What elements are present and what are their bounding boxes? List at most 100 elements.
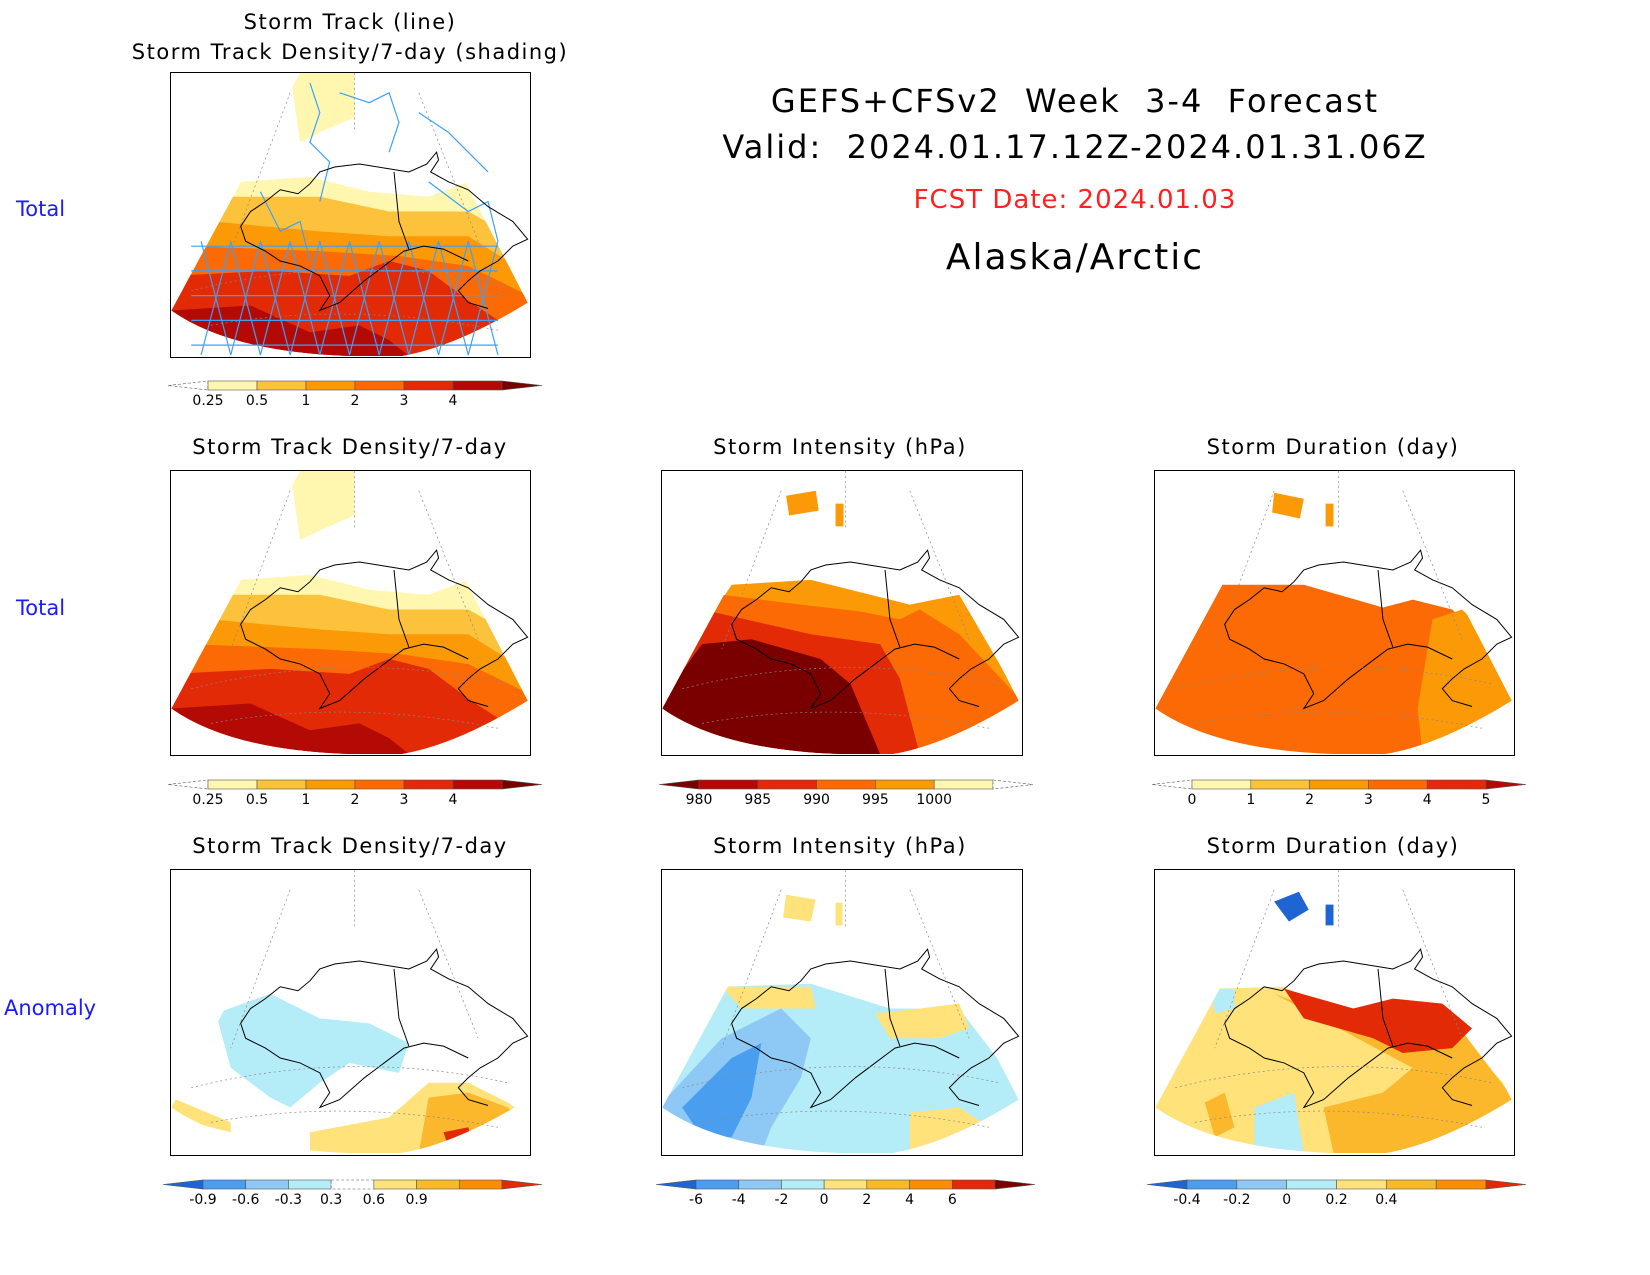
colorbar-low-arrow [655, 1179, 697, 1190]
colorbar-tick-label: 4 [1423, 792, 1432, 808]
colorbar-low-arrow [167, 380, 209, 391]
colorbar-panel7: -0.4 -0.2 0 0.2 0.4 [1146, 1179, 1527, 1208]
colorbar-tick-label: 980 [686, 792, 713, 808]
shaded-region [835, 902, 843, 926]
region-label: Alaska/Arctic [945, 237, 1205, 278]
shaded-region [1204, 1092, 1235, 1138]
colorbar-swatch [354, 779, 405, 790]
colorbar-swatch [1386, 1179, 1437, 1190]
colorbar-panel3: 980 985 990 995 1000 [658, 779, 1034, 808]
colorbar-tick-label: -2 [774, 1192, 788, 1208]
colorbar-tick-label: 5 [1482, 792, 1491, 808]
colorbar-swatch [288, 1179, 332, 1190]
panel7-title: Storm Duration (day) [1206, 834, 1460, 858]
coastline [731, 948, 1020, 1109]
panel1-title-line2: Storm Track Density/7-day (shading) [131, 40, 569, 64]
colorbar-tick-label: 0.6 [363, 1192, 385, 1208]
colorbar-swatch [373, 1179, 417, 1190]
colorbar-tick-label: 985 [744, 792, 771, 808]
colorbar-swatch [698, 779, 759, 790]
colorbar-tick-label: -0.9 [189, 1192, 216, 1208]
panel1-title-line1: Storm Track (line) [243, 10, 457, 34]
colorbar-tick-label: 1000 [916, 792, 952, 808]
colorbar-tick-label: 4 [905, 1192, 914, 1208]
colorbar-swatch [866, 1179, 910, 1190]
colorbar-swatch [823, 1179, 868, 1190]
shaded-region [875, 1003, 970, 1039]
shaded-region [786, 490, 819, 516]
colorbar-swatch [416, 1179, 460, 1190]
colorbar-tick-label: 0 [1282, 1192, 1291, 1208]
colorbar-tick-label: 990 [803, 792, 830, 808]
colorbar-panel4: 0 1 2 3 4 5 [1151, 779, 1527, 808]
colorbar-swatch [951, 1179, 996, 1190]
colorbar-tick-label: 995 [862, 792, 889, 808]
colorbar-panel6: -6 -4 -2 0 2 4 6 [655, 1179, 1036, 1208]
colorbar-tick-label: 3 [1364, 792, 1373, 808]
shaded-region [290, 73, 355, 143]
shaded-region [783, 894, 816, 922]
panel5-title: Storm Track Density/7-day [192, 834, 508, 858]
colorbar-tick-label: 1 [302, 792, 311, 808]
colorbar-high-arrow [501, 779, 543, 790]
colorbar-tick-label: 0.3 [320, 1192, 342, 1208]
shaded-region [835, 503, 844, 527]
panel4-title: Storm Duration (day) [1206, 435, 1460, 459]
shaded-region [721, 986, 816, 1009]
coastline [1224, 948, 1513, 1109]
colorbar-high-arrow [1485, 1179, 1527, 1190]
shaded-region [1417, 609, 1512, 754]
colorbar-tick-label: 2 [351, 393, 360, 409]
colorbar-swatch [757, 779, 817, 790]
colorbar-swatch [1250, 779, 1310, 790]
row-label-total-2: Total [16, 596, 66, 620]
map-panel-intensity-total [661, 470, 1023, 756]
colorbar-tick-label: 0 [820, 1192, 829, 1208]
colorbar-swatch [256, 380, 307, 391]
colorbar-low-arrow [1146, 1179, 1188, 1190]
colorbar-tick-label: 2 [351, 792, 360, 808]
colorbar-high-arrow [994, 1179, 1036, 1190]
colorbar-tick-label: 1 [302, 393, 311, 409]
colorbar-tick-label: -0.6 [232, 1192, 259, 1208]
shaded-region [290, 471, 355, 541]
colorbar-swatch [330, 1179, 375, 1190]
map-panel-intensity-anomaly [661, 869, 1023, 1156]
main-title-line1: GEFS+CFSv2 Week 3-4 Forecast [770, 82, 1380, 120]
colorbar-swatch [1309, 779, 1369, 790]
coastline [240, 948, 529, 1109]
colorbar-high-arrow [1485, 779, 1527, 790]
colorbar-swatch [738, 1179, 782, 1190]
shaded-region [171, 1097, 231, 1133]
colorbar-panel2: 0.25 0.5 1 2 3 4 [167, 779, 543, 808]
colorbar-high-arrow [501, 1179, 543, 1190]
colorbar-tick-label: 4 [449, 393, 458, 409]
colorbar-swatch [1186, 1179, 1238, 1190]
colorbar-swatch [458, 1179, 503, 1190]
colorbar-tick-label: 2 [862, 1192, 871, 1208]
colorbar-swatch [452, 779, 503, 790]
colorbar-swatch [781, 1179, 825, 1190]
shaded-region [1254, 1092, 1304, 1153]
colorbar-low-arrow [167, 779, 209, 790]
colorbar-tick-label: 3 [400, 792, 409, 808]
colorbar-tick-label: 1 [1246, 792, 1255, 808]
colorbar-swatch [207, 779, 258, 790]
colorbar-tick-label: -0.3 [275, 1192, 302, 1208]
colorbar-tick-label: 0 [1188, 792, 1197, 808]
colorbar-swatch [256, 779, 307, 790]
storm-track-lines [191, 82, 499, 356]
colorbar-tick-label: 0.9 [405, 1192, 427, 1208]
coastline [240, 549, 529, 710]
panel6-title: Storm Intensity (hPa) [713, 834, 967, 858]
coastline [240, 151, 529, 312]
coastline [731, 549, 1020, 710]
colorbar-panel5: -0.9 -0.6 -0.3 0.3 0.6 0.9 [162, 1179, 543, 1208]
colorbar-swatch [245, 1179, 289, 1190]
shaded-region [1284, 988, 1473, 1054]
colorbar-swatch [305, 779, 356, 790]
colorbar-swatch [1191, 779, 1252, 790]
colorbar-swatch [354, 380, 405, 391]
colorbar-swatch [1426, 779, 1487, 790]
map-panel-track-density-anomaly [170, 869, 531, 1156]
